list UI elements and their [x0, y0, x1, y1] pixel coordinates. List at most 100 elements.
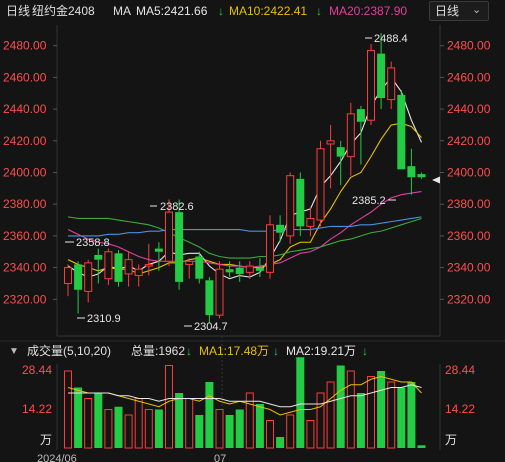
volume-bar: [255, 404, 264, 448]
candle: [64, 264, 72, 297]
candle: [215, 261, 224, 319]
price-tick-label-right: 2360.00: [447, 229, 491, 243]
candle-body: [377, 53, 386, 99]
candle: [346, 102, 355, 176]
volume-ma-lines: [67, 375, 422, 416]
candle: [377, 33, 386, 110]
volume-total-arrow-icon: ↓: [186, 344, 192, 358]
candle-body: [296, 178, 305, 227]
candle: [84, 259, 93, 303]
candle: [326, 124, 335, 189]
candle: [124, 251, 133, 287]
candle: [336, 140, 345, 186]
collapse-icon[interactable]: ▼: [9, 346, 19, 357]
annotation-left-label: 2358.8: [76, 237, 110, 249]
candle: [407, 148, 416, 195]
candle-body: [74, 264, 83, 290]
price-tick-label-left: 2320.00: [3, 292, 47, 306]
candle-body: [255, 267, 264, 271]
ma20-value: MA20:2387.90: [329, 4, 408, 18]
period-select[interactable]: 日线 ⌄: [429, 1, 489, 21]
volume-bars: [64, 357, 426, 449]
ma-label: MA: [113, 4, 131, 18]
volume-bar: [165, 365, 173, 449]
price-tick-label-right: 2480.00: [447, 39, 491, 53]
candle-body: [64, 267, 72, 284]
candle-body: [175, 212, 184, 282]
volume-bar: [84, 398, 93, 449]
candle: [306, 207, 315, 236]
candle-body: [94, 254, 103, 260]
ma10-value: MA10:2422.41: [229, 4, 308, 18]
current-price-marker-icon: [432, 176, 440, 184]
volume-y-ticks: 28.44 28.44 14.22 14.22: [22, 363, 475, 416]
candle: [266, 215, 274, 279]
volume-bar: [377, 371, 386, 448]
candle: [286, 172, 295, 244]
candle: [225, 261, 234, 278]
volume-bar: [276, 437, 285, 448]
period-select-value: 日线: [435, 4, 460, 18]
volume-bar: [296, 357, 305, 448]
candle: [245, 261, 254, 279]
candle-body: [276, 224, 285, 233]
volume-bar: [175, 393, 184, 448]
ma-line-ma60: [68, 216, 422, 237]
volume-bar: [397, 387, 406, 448]
volume-bar: [144, 409, 153, 449]
volume-bar: [326, 381, 335, 449]
candle-body: [367, 49, 375, 121]
volume-tick-label-left: 28.44: [22, 363, 52, 377]
price-tick-label-right: 2320.00: [447, 292, 491, 306]
candle-body: [306, 217, 315, 227]
volume-bar: [225, 415, 234, 448]
candle-body: [225, 269, 234, 273]
volume-ma1-arrow-icon: ↓: [273, 344, 279, 358]
candle: [185, 258, 194, 279]
price-tick-label-left: 2360.00: [3, 229, 47, 243]
annotation-low-1: 2310.9: [77, 313, 121, 325]
candle-body: [205, 280, 214, 316]
annotation-local-high: 2382.6: [150, 201, 194, 213]
candle: [367, 44, 375, 125]
volume-bar: [306, 420, 315, 449]
candle-body: [84, 262, 93, 292]
volume-bar: [245, 392, 254, 449]
ma-line-ma30: [67, 216, 422, 259]
volume-bar: [64, 370, 72, 449]
price-tick-label-left: 2480.00: [3, 39, 47, 53]
candle-body: [397, 94, 406, 170]
volume-ma2-arrow-icon: ↓: [362, 344, 368, 358]
price-tick-label-left: 2380.00: [3, 197, 47, 211]
candle: [296, 172, 305, 236]
candle: [255, 258, 264, 278]
candle-body: [114, 253, 123, 282]
candle-body: [124, 259, 133, 275]
volume-ma-line-ma2: [68, 384, 422, 408]
candle: [114, 250, 123, 287]
candle: [235, 261, 244, 282]
volume-bar: [195, 415, 204, 448]
price-tick-label-right: 2380.00: [447, 197, 491, 211]
price-tick-label-left: 2340.00: [3, 261, 47, 275]
candle: [397, 90, 406, 170]
annotation-local-high-label: 2382.6: [160, 201, 194, 213]
volume-bar: [104, 409, 113, 449]
candle-body: [266, 224, 274, 273]
volume-unit-left: 万: [40, 433, 52, 447]
candle-body: [356, 109, 365, 122]
annotation-left: 2358.8: [65, 237, 110, 249]
annotation-recent-low: 2385.2: [352, 195, 396, 207]
volume-unit-right: 万: [445, 433, 457, 447]
candle: [276, 215, 285, 243]
x-label-july: 07: [214, 453, 226, 462]
volume-bar: [215, 409, 224, 449]
candle-body: [326, 140, 335, 145]
volume-bar: [114, 406, 123, 448]
annotation-low-2-label: 2304.7: [194, 321, 228, 333]
volume-bar: [205, 382, 214, 448]
volume-label: 成交量(5,10,20): [27, 344, 112, 358]
volume-bar: [266, 420, 274, 449]
annotation-high-label: 2488.4: [374, 33, 408, 45]
candle-body: [144, 263, 153, 267]
